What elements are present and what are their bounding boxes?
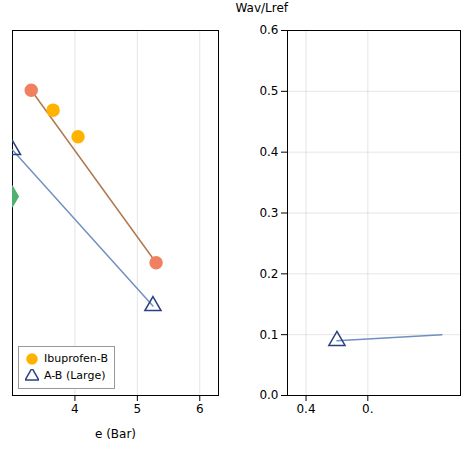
svg-text:5: 5 — [134, 402, 142, 416]
svg-text:0.2: 0.2 — [259, 267, 278, 281]
svg-text:0.5: 0.5 — [259, 84, 278, 98]
svg-text:0.4: 0.4 — [296, 402, 315, 416]
svg-text:0.6: 0.6 — [259, 23, 278, 37]
svg-text:0.0: 0.0 — [259, 388, 278, 402]
html-text:A-B (Large): A-B (Large) — [44, 368, 106, 382]
svg-text:0.4: 0.4 — [259, 145, 278, 159]
svg-text:e (Bar): e (Bar) — [95, 427, 136, 441]
html-text:Ibuprofen-B: Ibuprofen-B — [44, 352, 108, 365]
svg-text:0.3: 0.3 — [259, 206, 278, 220]
svg-text:Wav/Lref: Wav/Lref — [236, 1, 289, 15]
svg-text:6: 6 — [196, 402, 204, 416]
svg-text:0.: 0. — [362, 402, 373, 416]
svg-text:0.1: 0.1 — [259, 328, 278, 342]
svg-text:4: 4 — [71, 402, 79, 416]
